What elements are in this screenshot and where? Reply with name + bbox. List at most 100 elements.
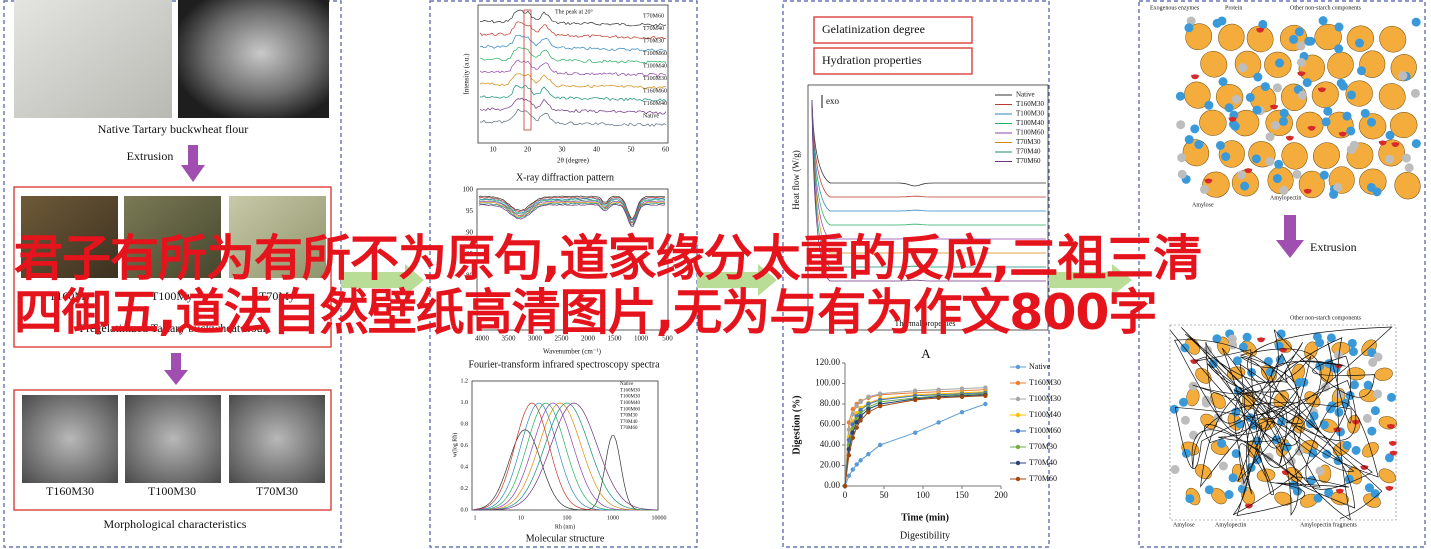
series-point [858,411,863,416]
protein [1326,333,1336,343]
arrow-down [181,145,205,182]
protein [1265,367,1275,377]
protein [1385,130,1395,140]
legend-label: T100M30 [1016,110,1045,118]
non-starch [1252,105,1262,115]
sem-image [22,395,118,483]
protein [1373,389,1383,399]
x-tick-label: 1500 [608,335,623,343]
enzyme [1338,131,1347,137]
protein [1370,406,1380,416]
caption: Thermal properties [894,319,955,328]
protein [1199,184,1209,194]
protein [1190,124,1200,134]
non-starch [1185,494,1195,504]
ftir-trace [478,202,665,226]
series-point [913,430,918,435]
flow-arrows [341,264,1132,296]
starch-granule [1249,85,1277,113]
x-tick-label: 10 [490,146,498,154]
protein [1251,154,1261,164]
sample-label: T100M30 [148,484,196,498]
protein [1398,71,1408,81]
protein [1366,182,1376,192]
legend-label: T100M40 [1016,119,1045,127]
protein [1175,91,1185,101]
caption: Digestibility [900,530,950,541]
protein [1296,41,1306,51]
protein [1411,139,1421,149]
non-starch [1324,488,1334,498]
starch-granule [1312,142,1340,169]
series-point [850,467,855,472]
legend-label: T100M30 [1029,394,1061,403]
series-line [844,403,986,487]
xrd-trace [479,9,667,27]
series-point [936,395,941,401]
non-starch [1215,140,1225,150]
legend-marker [1015,380,1021,386]
protein [1411,17,1421,27]
protein [1258,19,1268,29]
protein [1367,117,1377,127]
starch-granule [1378,139,1405,167]
protein [1188,430,1198,440]
protein [1344,474,1354,484]
protein [1313,493,1323,503]
size-trace [474,402,656,511]
protein [1204,485,1214,495]
ftir-trace [478,198,666,221]
legend-label: T70M60 [643,13,664,19]
non-starch [1355,38,1365,48]
protein [1307,475,1317,485]
annotation: Protein [1225,5,1242,11]
xrd-trace [479,84,667,102]
series-point [983,385,988,390]
protein [1349,380,1359,390]
legend-marker [1015,396,1021,402]
xrd-trace [479,47,667,65]
y-tick-label: 0.6 [461,443,469,449]
legend-label: Native [1029,362,1051,371]
y-tick-label: 100.00 [815,378,840,388]
dsc-trace [811,99,1046,198]
starch-granule [1199,109,1227,136]
series-point [858,414,863,419]
x-tick-label: 3000 [528,335,543,343]
non-starch [1186,16,1196,26]
legend-label: T70M30 [620,414,638,419]
legend-label: T70M60 [1029,474,1057,483]
plot-frame [807,84,1049,331]
protein [1238,342,1248,352]
axis-label: Digestion (%) [791,395,802,454]
arrow-down [1276,215,1304,258]
protein [1170,465,1180,475]
protein [1221,152,1231,162]
protein [1279,185,1289,195]
protein [1181,448,1191,458]
axis-label: Wavenumber (cm⁻¹) [543,348,602,356]
y-tick-label: 80.00 [820,398,841,408]
x-tick-label: 10000 [652,515,667,521]
panel-label: A [921,346,931,361]
y-tick-label: 0.00 [824,480,840,490]
starch-granule [1185,23,1213,51]
y-tick-label: 95 [466,207,474,215]
series-point [858,458,863,463]
starch-granule [1378,83,1406,110]
enzyme [1360,464,1369,470]
sample-photo [21,196,118,278]
starch-granule [1200,51,1228,78]
legend-label: T100M40 [643,63,667,69]
starch-granule [1285,467,1303,483]
x-tick-label: 100 [563,515,572,521]
legend-marker [1015,476,1021,482]
protein [1346,90,1356,100]
protein [1236,170,1246,180]
sample-label: T70My [259,289,295,303]
enzyme [1388,440,1397,446]
starch-granule [1246,25,1274,53]
protein [1202,345,1212,355]
protein [1270,120,1280,130]
series-point [846,453,852,458]
